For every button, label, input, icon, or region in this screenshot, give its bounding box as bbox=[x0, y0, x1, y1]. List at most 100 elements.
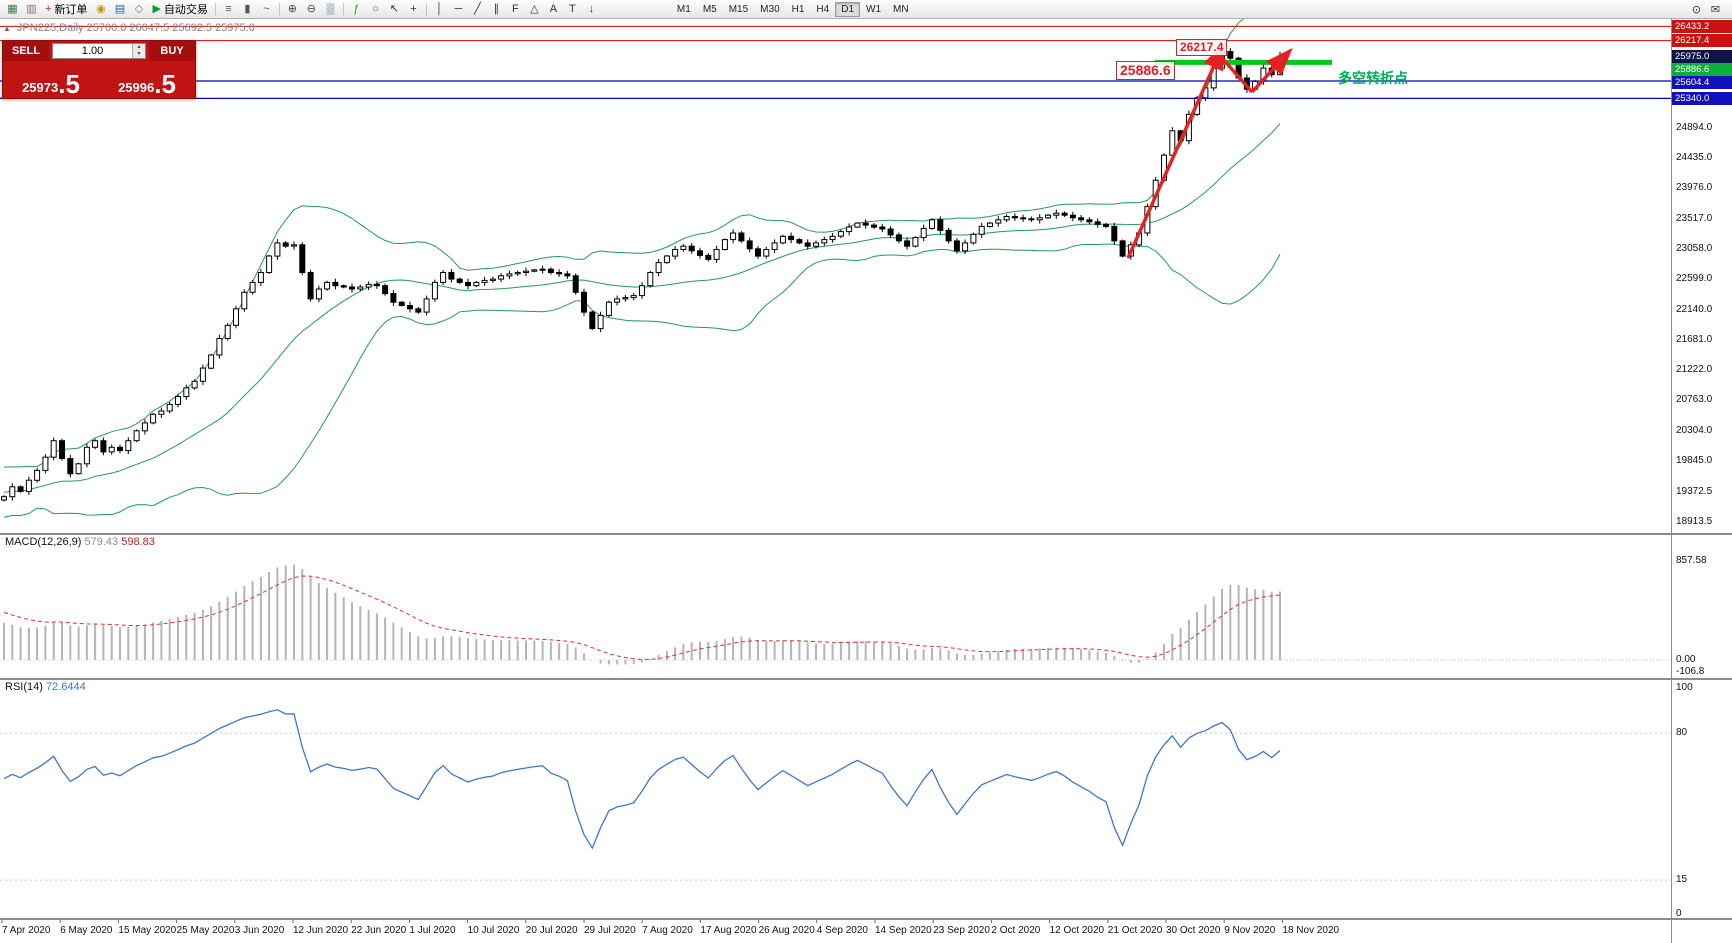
profiles-icon: ▥ bbox=[26, 2, 37, 15]
tile-windows-icon: ▒ bbox=[326, 2, 335, 15]
navigator-icon[interactable]: ◇ bbox=[129, 1, 148, 18]
timeframe-button-m15[interactable]: M15 bbox=[728, 3, 749, 15]
rsi-value: 72.6444 bbox=[45, 681, 86, 693]
macd-histogram bbox=[0, 564, 1671, 665]
data-window-icon[interactable]: ▤ bbox=[110, 1, 129, 18]
toolbar-left-group: ▦ ▥ + 新订单 ◉ ▤ ◇ ▶ 自动交易 ≡ ▮ ~ ⊕ ⊖ ▒ ƒ ○ ↖ + │ ─ ╱ ∥ F △ A T ↓ bbox=[3, 1, 601, 18]
buy-price-pips: .5 bbox=[154, 69, 176, 99]
timeframe-button-w1[interactable]: W1 bbox=[866, 3, 882, 15]
volume-down-button[interactable]: ▾ bbox=[133, 51, 145, 58]
macd-signal-line bbox=[3, 575, 1281, 661]
price-tag: 25604.4 bbox=[1672, 76, 1732, 90]
vertical-line-icon[interactable]: │ bbox=[430, 1, 449, 18]
price-tag: 26217.4 bbox=[1672, 34, 1732, 48]
fibonacci-icon: F bbox=[512, 2, 519, 15]
pane-separator-date-axis[interactable] bbox=[0, 918, 1732, 920]
buy-button[interactable]: BUY bbox=[149, 41, 195, 61]
timeframe-button-d1[interactable]: D1 bbox=[835, 1, 861, 17]
price-tag: 25886.6 bbox=[1672, 63, 1732, 77]
x-axis-label: 20 Jul 2020 bbox=[525, 925, 578, 936]
x-axis-label: 26 Aug 2020 bbox=[758, 925, 815, 936]
periods-icon: ○ bbox=[372, 2, 379, 15]
x-axis-label: 22 Jun 2020 bbox=[351, 925, 407, 936]
shapes-icon[interactable]: △ bbox=[525, 1, 544, 18]
x-axis-label: 23 Sep 2020 bbox=[933, 925, 990, 936]
tile-windows-icon[interactable]: ▒ bbox=[321, 1, 340, 18]
zoom-out-icon[interactable]: ⊖ bbox=[302, 1, 321, 18]
buy-price-main: 25996 bbox=[118, 80, 155, 95]
search-icon[interactable]: ⊙ bbox=[1691, 3, 1702, 16]
rsi-axis-label: 0 bbox=[1676, 908, 1682, 919]
volume-up-button[interactable]: ▴ bbox=[133, 44, 145, 51]
timeframe-button-h1[interactable]: H1 bbox=[791, 3, 805, 15]
chart-annotation[interactable]: 多空转折点 bbox=[1338, 70, 1408, 86]
volume-value[interactable]: 1.00 bbox=[81, 45, 104, 57]
timeframe-button-m1[interactable]: M1 bbox=[676, 3, 691, 15]
y-axis-label: 19845.0 bbox=[1676, 454, 1713, 466]
x-axis-label: 29 Jul 2020 bbox=[584, 925, 636, 936]
y-axis-label: 19372.5 bbox=[1676, 486, 1713, 497]
sell-price-pips: .5 bbox=[58, 69, 80, 99]
toolbar-separator bbox=[342, 2, 344, 16]
arrows-icon[interactable]: ↓ bbox=[582, 1, 601, 18]
x-axis-label: 14 Sep 2020 bbox=[875, 925, 932, 936]
sell-button[interactable]: SELL bbox=[3, 41, 49, 61]
x-axis-label: 6 May 2020 bbox=[60, 925, 113, 936]
zoom-in-icon[interactable]: ⊕ bbox=[283, 1, 302, 18]
crosshair-icon[interactable]: + bbox=[404, 1, 423, 18]
toolbar: ▦ ▥ + 新订单 ◉ ▤ ◇ ▶ 自动交易 ≡ ▮ ~ ⊕ ⊖ ▒ ƒ ○ ↖ + │ ─ ╱ ∥ F △ A T ↓ M1 M5 M1… bbox=[0, 0, 1732, 19]
macd-main-value: 579.43 bbox=[84, 536, 119, 548]
sell-price[interactable]: 25973.5 bbox=[3, 61, 99, 98]
label-icon[interactable]: T bbox=[563, 1, 582, 18]
indicators-icon: ƒ bbox=[353, 2, 360, 15]
bar-chart-icon[interactable]: ≡ bbox=[219, 1, 238, 18]
x-axis-label: 1 Jul 2020 bbox=[409, 925, 456, 936]
timeframe-button-m30[interactable]: M30 bbox=[760, 3, 780, 15]
timeframe-button-h4[interactable]: H4 bbox=[816, 3, 830, 15]
candlestick-chart-icon[interactable]: ▮ bbox=[238, 1, 257, 18]
rsi-axis-label: 15 bbox=[1676, 874, 1688, 886]
x-axis-label: 10 Jul 2020 bbox=[467, 925, 520, 936]
channel-icon[interactable]: ∥ bbox=[487, 1, 506, 18]
indicators-icon[interactable]: ƒ bbox=[347, 1, 366, 18]
cursor-icon[interactable]: ↖ bbox=[385, 1, 404, 18]
chart-annotation[interactable]: 26217.4 bbox=[1176, 39, 1228, 56]
symbol-ohlc-label: JPN225,Daily 25700.0 26047.5 25692.5 259… bbox=[16, 22, 255, 34]
y-axis-label: 23058.0 bbox=[1676, 242, 1713, 254]
sell-price-main: 25973 bbox=[22, 80, 59, 95]
horizontal-line-icon[interactable]: ─ bbox=[449, 1, 468, 18]
timeframe-button-m5[interactable]: M5 bbox=[702, 3, 717, 15]
community-icon[interactable]: ✉ bbox=[1710, 3, 1721, 16]
y-axis-label: 18913.5 bbox=[1676, 516, 1713, 528]
auto-trading-button[interactable]: ▶ 自动交易 bbox=[148, 1, 211, 18]
one-click-collapse-icon[interactable]: ▲ bbox=[3, 23, 11, 33]
line-chart-icon[interactable]: ~ bbox=[257, 1, 276, 18]
horizontal-line-icon: ─ bbox=[454, 2, 463, 15]
price-tag: 25340.0 bbox=[1672, 91, 1732, 105]
pane-separator-macd-rsi[interactable] bbox=[0, 678, 1732, 680]
toolbar-separator bbox=[214, 2, 216, 16]
channel-icon: ∥ bbox=[493, 2, 500, 15]
x-axis-label: 17 Aug 2020 bbox=[700, 925, 757, 936]
profiles-icon[interactable]: ▥ bbox=[22, 1, 41, 18]
new-chart-icon: ▦ bbox=[7, 2, 18, 15]
new-order-button[interactable]: + 新订单 bbox=[41, 1, 91, 18]
chart-annotation[interactable]: 25886.6 bbox=[1116, 61, 1175, 80]
bar-chart-icon: ≡ bbox=[225, 2, 232, 15]
timeframe-toolbar: M1 M5 M15 M30 H1 H4 D1 W1 MN bbox=[671, 1, 915, 17]
new-chart-icon[interactable]: ▦ bbox=[3, 1, 22, 18]
buy-price[interactable]: 25996.5 bbox=[99, 61, 195, 98]
periods-icon[interactable]: ○ bbox=[366, 1, 385, 18]
data-window-icon: ▤ bbox=[114, 2, 126, 15]
trendline-icon[interactable]: ╱ bbox=[468, 1, 487, 18]
market-watch-icon[interactable]: ◉ bbox=[91, 1, 110, 18]
timeframe-button-mn[interactable]: MN bbox=[893, 3, 909, 15]
pane-separator-main-macd[interactable] bbox=[0, 533, 1732, 535]
fibonacci-icon[interactable]: F bbox=[506, 1, 525, 18]
volume-spinner[interactable]: 1.00 ▴ ▾ bbox=[52, 43, 146, 59]
macd-name: MACD(12,26,9) bbox=[5, 536, 82, 548]
volume-spin-buttons: ▴ ▾ bbox=[132, 44, 145, 58]
y-axis-label: 22599.0 bbox=[1676, 273, 1713, 285]
horizontal-level-lines[interactable] bbox=[0, 25, 1671, 100]
text-icon[interactable]: A bbox=[544, 1, 563, 18]
